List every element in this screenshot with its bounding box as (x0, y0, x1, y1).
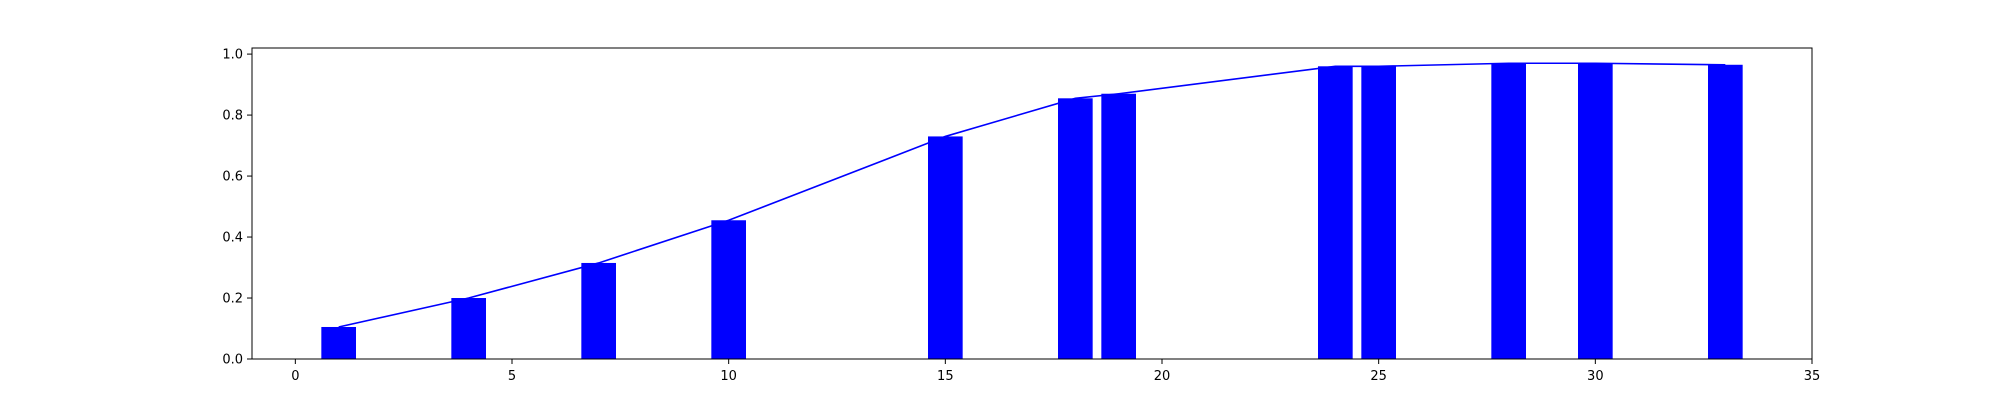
x-tick-label-2: 10 (720, 369, 737, 384)
x-tick-label-1: 5 (508, 369, 516, 384)
x-tick-label-5: 25 (1370, 369, 1387, 384)
y-tick-label-4: 0.8 (222, 109, 243, 124)
x-tick-label-0: 0 (291, 369, 299, 384)
y-tick-label-2: 0.4 (222, 231, 243, 246)
plot-frame (251, 47, 1813, 360)
bar-9 (1491, 63, 1526, 360)
x-tick-label-6: 30 (1587, 369, 1604, 384)
series-line (338, 62, 1726, 328)
y-tick-label-0: 0.0 (222, 353, 243, 368)
bar-0 (321, 326, 356, 359)
x-tick-label-7: 35 (1804, 369, 1821, 384)
bar-6 (1101, 93, 1136, 359)
bar-4 (928, 136, 963, 359)
bar-1 (451, 298, 486, 359)
x-axis: 0 5 10 15 20 25 30 35 (291, 359, 1820, 384)
y-tick-label-5: 1.0 (222, 48, 243, 63)
bars-group (321, 63, 1743, 360)
bar-8 (1361, 66, 1396, 359)
bar-10 (1578, 63, 1613, 360)
bar-11 (1708, 64, 1743, 360)
bar-7 (1318, 66, 1353, 359)
y-axis: 0.0 0.2 0.4 0.6 0.8 1.0 (222, 48, 252, 368)
series-line-group (338, 62, 1726, 328)
x-tick-label-3: 15 (937, 369, 954, 384)
bar-5 (1058, 98, 1093, 359)
y-tick-label-1: 0.2 (222, 292, 243, 307)
bar-2 (581, 262, 616, 359)
x-tick-label-4: 20 (1154, 369, 1171, 384)
bar-3 (711, 220, 746, 359)
y-tick-label-3: 0.6 (222, 170, 243, 185)
